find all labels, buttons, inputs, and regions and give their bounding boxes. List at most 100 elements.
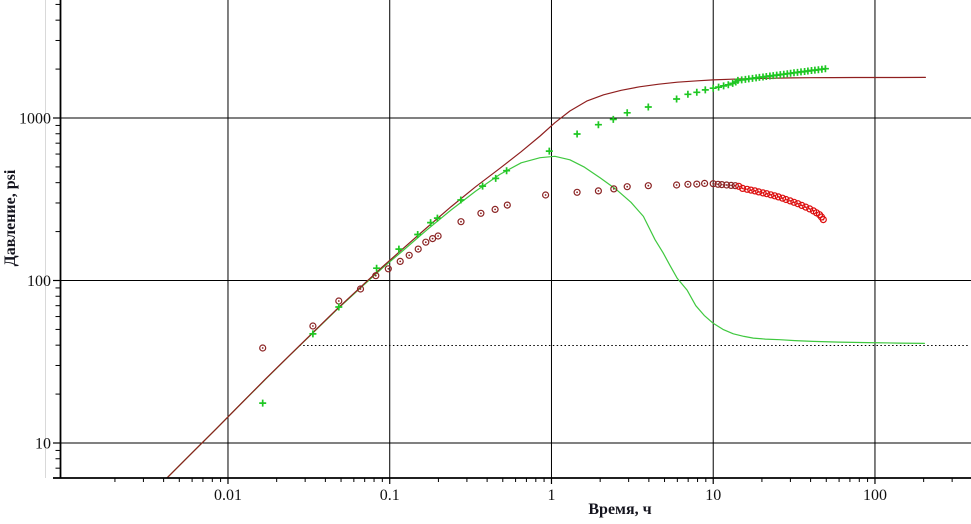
circle-marker	[782, 195, 790, 204]
circle-marker	[738, 184, 747, 192]
circle-marker-dot	[712, 182, 715, 185]
y-tick-label: 1000	[19, 111, 51, 128]
y-axis-title: Давление, psi	[2, 169, 19, 267]
circle-marker	[259, 344, 267, 352]
plus-marker	[673, 95, 681, 103]
plus-marker	[623, 109, 631, 117]
circle-marker-dot	[785, 198, 787, 201]
circle-marker	[396, 257, 404, 265]
circle-marker-dot	[359, 288, 362, 290]
circle-marker-dot	[424, 241, 427, 244]
circle-marker-dot	[480, 212, 482, 215]
circle-marker-dot	[494, 208, 496, 211]
circle-marker	[771, 192, 779, 200]
circle-marker	[763, 190, 771, 198]
circle-marker	[747, 186, 755, 194]
circle-marker	[718, 181, 726, 189]
plus-marker	[821, 65, 829, 73]
circle-marker-dot	[777, 196, 780, 198]
circle-marker-dot	[544, 194, 547, 196]
circle-marker	[751, 187, 759, 195]
plus-marker	[373, 264, 381, 272]
plus-marker	[701, 86, 709, 94]
circle-marker	[735, 182, 743, 190]
circle-marker-dot	[695, 183, 698, 186]
circle-marker-dot	[417, 248, 420, 251]
plus-marker	[609, 115, 617, 123]
plus-marker	[709, 84, 717, 92]
circle-marker	[356, 285, 365, 293]
circle-marker-dot	[737, 185, 740, 188]
circle-marker	[778, 194, 787, 202]
circle-marker-dot	[261, 347, 264, 349]
circle-marker-dot	[612, 188, 615, 190]
plus-marker	[479, 182, 487, 190]
circle-marker	[541, 191, 550, 199]
plus-marker	[644, 103, 652, 111]
circle-marker	[727, 181, 735, 189]
circle-marker	[755, 188, 763, 196]
plus-marker	[684, 90, 692, 98]
derivative-data-late-points	[735, 182, 827, 224]
plus-marker	[457, 196, 465, 204]
circle-marker-dot	[374, 274, 377, 277]
circle-marker	[477, 209, 485, 217]
circle-marker-dot	[647, 184, 650, 187]
circle-marker	[700, 179, 709, 187]
circle-marker	[806, 205, 814, 213]
derivative-model-curve	[166, 155, 926, 479]
circle-marker-dot	[822, 218, 825, 221]
circle-marker-dot	[626, 185, 629, 188]
x-tick-label: 0.1	[380, 487, 400, 504]
plus-marker	[573, 130, 581, 138]
circle-marker-dot	[720, 183, 723, 186]
plus-marker	[335, 303, 343, 311]
circle-marker	[457, 218, 465, 226]
circle-marker-dot	[703, 182, 706, 185]
circle-marker-dot	[797, 202, 799, 205]
plus-marker	[309, 330, 317, 338]
circle-marker	[743, 185, 751, 193]
circle-marker-dot	[408, 254, 411, 257]
circle-marker	[802, 203, 810, 211]
circle-marker	[786, 197, 794, 205]
circle-marker	[384, 265, 392, 273]
circle-marker-dot	[808, 208, 811, 210]
plus-marker	[693, 88, 701, 96]
circle-marker-dot	[460, 220, 462, 223]
circle-marker-dot	[730, 184, 732, 187]
circle-marker	[309, 322, 317, 330]
circle-marker	[610, 185, 618, 193]
pressure-model-curve	[166, 76, 927, 479]
circle-marker-dot	[741, 187, 744, 190]
circle-marker	[709, 180, 717, 188]
circle-marker	[819, 216, 827, 224]
circle-marker	[774, 193, 783, 201]
circle-marker	[594, 187, 603, 195]
circle-marker-dot	[804, 206, 807, 209]
circle-marker	[372, 272, 380, 280]
circle-marker	[672, 181, 681, 189]
circle-marker	[434, 232, 442, 240]
circle-marker-dot	[800, 204, 803, 207]
circle-marker	[644, 182, 652, 190]
circle-marker-dot	[757, 191, 760, 193]
y-tick-label: 10	[35, 436, 51, 453]
circle-marker	[422, 238, 430, 246]
x-tick-label: 1	[547, 487, 555, 504]
plus-marker	[594, 121, 602, 129]
circle-marker-dot	[437, 235, 439, 237]
plus-marker	[259, 399, 267, 407]
plus-marker	[492, 174, 500, 182]
x-tick-label: 100	[863, 487, 887, 504]
plus-marker	[720, 82, 728, 90]
circle-marker	[414, 245, 422, 253]
y-tick-label: 100	[27, 273, 51, 290]
plus-marker	[545, 147, 553, 155]
circle-marker	[693, 180, 701, 188]
circle-marker-dot	[387, 267, 390, 270]
plus-marker	[724, 81, 732, 89]
circle-marker	[405, 251, 413, 259]
